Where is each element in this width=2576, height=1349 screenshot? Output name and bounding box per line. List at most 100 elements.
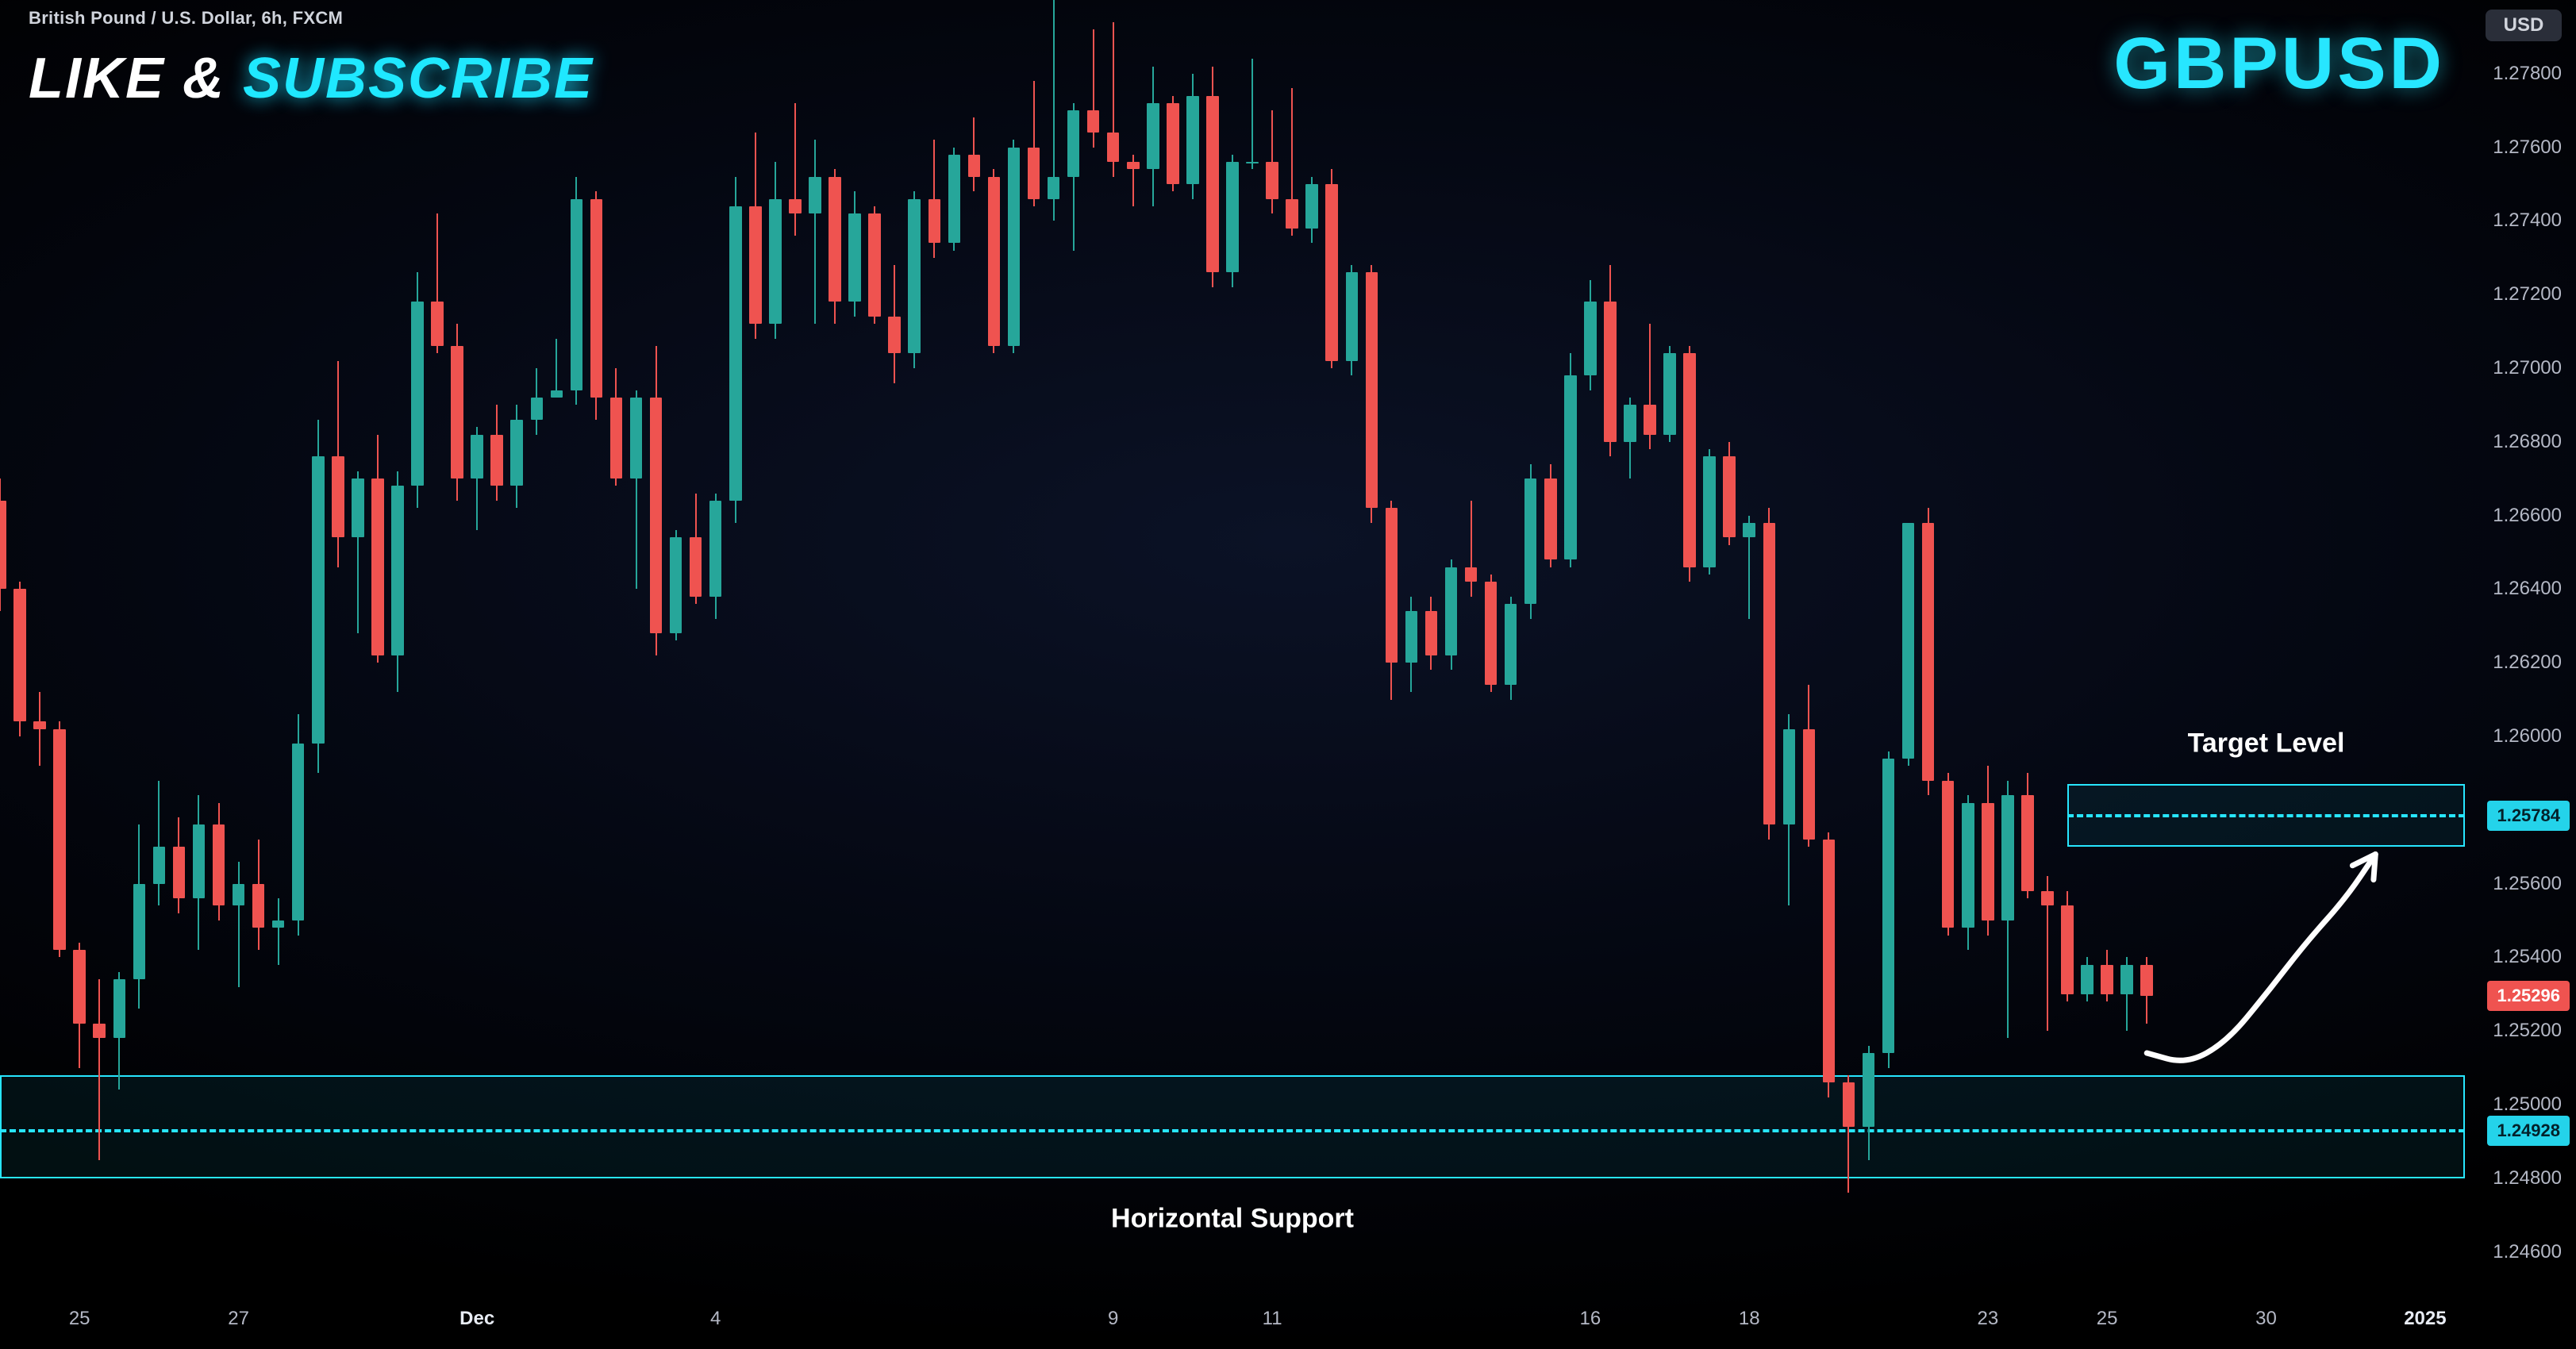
candle <box>391 0 404 1289</box>
x-tick: 23 <box>1977 1308 1998 1330</box>
candle <box>1763 0 1776 1289</box>
y-tick: 1.27400 <box>2493 209 2562 232</box>
candle <box>371 0 384 1289</box>
candle <box>73 0 86 1289</box>
candle <box>113 0 126 1289</box>
candle <box>1922 0 1935 1289</box>
candle <box>1703 0 1716 1289</box>
candle <box>650 0 663 1289</box>
candle <box>1663 0 1676 1289</box>
candle <box>1366 0 1378 1289</box>
candle <box>610 0 623 1289</box>
plot-area[interactable]: Horizontal SupportTarget Level <box>0 0 2465 1289</box>
y-tick: 1.26200 <box>2493 651 2562 674</box>
x-tick: 9 <box>1108 1308 1118 1330</box>
candle <box>1604 0 1617 1289</box>
candle <box>690 0 702 1289</box>
candle <box>709 0 722 1289</box>
candle <box>93 0 106 1289</box>
candle <box>929 0 941 1289</box>
time-axis[interactable]: 2527Dec491116182325302025 <box>0 1298 2465 1330</box>
price-axis[interactable]: 1.278001.276001.274001.272001.270001.268… <box>2465 0 2576 1349</box>
candle <box>968 0 981 1289</box>
candle <box>948 0 961 1289</box>
candle <box>352 0 364 1289</box>
candle <box>729 0 742 1289</box>
candle <box>2081 0 2093 1289</box>
y-tick: 1.26400 <box>2493 578 2562 600</box>
candle <box>1445 0 1458 1289</box>
candle <box>193 0 206 1289</box>
candle <box>1863 0 1875 1289</box>
x-tick: 2025 <box>2404 1308 2446 1330</box>
candle <box>1346 0 1359 1289</box>
candle <box>1544 0 1557 1289</box>
candle <box>1783 0 1796 1289</box>
candle <box>2140 0 2153 1289</box>
candle <box>490 0 503 1289</box>
candle <box>988 0 1001 1289</box>
candle <box>1505 0 1517 1289</box>
candle <box>1206 0 1219 1289</box>
candle <box>1962 0 1974 1289</box>
candle <box>1186 0 1199 1289</box>
y-tick: 1.25600 <box>2493 873 2562 895</box>
candle <box>2021 0 2034 1289</box>
y-tick: 1.26800 <box>2493 431 2562 453</box>
x-tick: 25 <box>69 1308 90 1330</box>
candle <box>451 0 463 1289</box>
candle <box>1485 0 1498 1289</box>
x-tick: 25 <box>2097 1308 2118 1330</box>
x-tick: 16 <box>1580 1308 1601 1330</box>
candle <box>888 0 901 1289</box>
candle <box>1226 0 1239 1289</box>
y-tick: 1.26000 <box>2493 725 2562 748</box>
candle <box>411 0 424 1289</box>
candle <box>33 0 46 1289</box>
y-tick: 1.27000 <box>2493 357 2562 379</box>
candle <box>471 0 483 1289</box>
candle <box>1465 0 1478 1289</box>
y-tick: 1.25000 <box>2493 1093 2562 1116</box>
x-tick: 18 <box>1739 1308 1760 1330</box>
candle <box>1882 0 1895 1289</box>
candle <box>1942 0 1955 1289</box>
candle <box>1723 0 1736 1289</box>
candle <box>252 0 265 1289</box>
y-tick: 1.27600 <box>2493 136 2562 159</box>
candle <box>809 0 821 1289</box>
candle <box>1067 0 1080 1289</box>
candle <box>1286 0 1298 1289</box>
candle <box>670 0 682 1289</box>
candle <box>769 0 782 1289</box>
candle <box>789 0 802 1289</box>
candle <box>1008 0 1021 1289</box>
candle <box>133 0 146 1289</box>
candle <box>868 0 881 1289</box>
candle <box>1405 0 1418 1289</box>
candle <box>630 0 643 1289</box>
y-tick: 1.27200 <box>2493 283 2562 306</box>
candle <box>1524 0 1537 1289</box>
candle <box>13 0 26 1289</box>
candle <box>2120 0 2133 1289</box>
candle <box>749 0 762 1289</box>
candle <box>1087 0 1100 1289</box>
y-tick: 1.26600 <box>2493 505 2562 527</box>
candle <box>332 0 344 1289</box>
candle <box>1743 0 1755 1289</box>
chart-root: British Pound / U.S. Dollar, 6h, FXCM LI… <box>0 0 2576 1349</box>
candle <box>531 0 544 1289</box>
candle <box>0 0 6 1289</box>
candle <box>1028 0 1040 1289</box>
candle <box>1564 0 1577 1289</box>
candle <box>571 0 583 1289</box>
y-tick: 1.25400 <box>2493 946 2562 968</box>
candle <box>1624 0 1636 1289</box>
candle <box>848 0 861 1289</box>
candle <box>510 0 523 1289</box>
candle <box>53 0 66 1289</box>
x-tick: 11 <box>1263 1308 1282 1330</box>
candle <box>1167 0 1179 1289</box>
price-badge: 1.25784 <box>2487 801 2570 831</box>
